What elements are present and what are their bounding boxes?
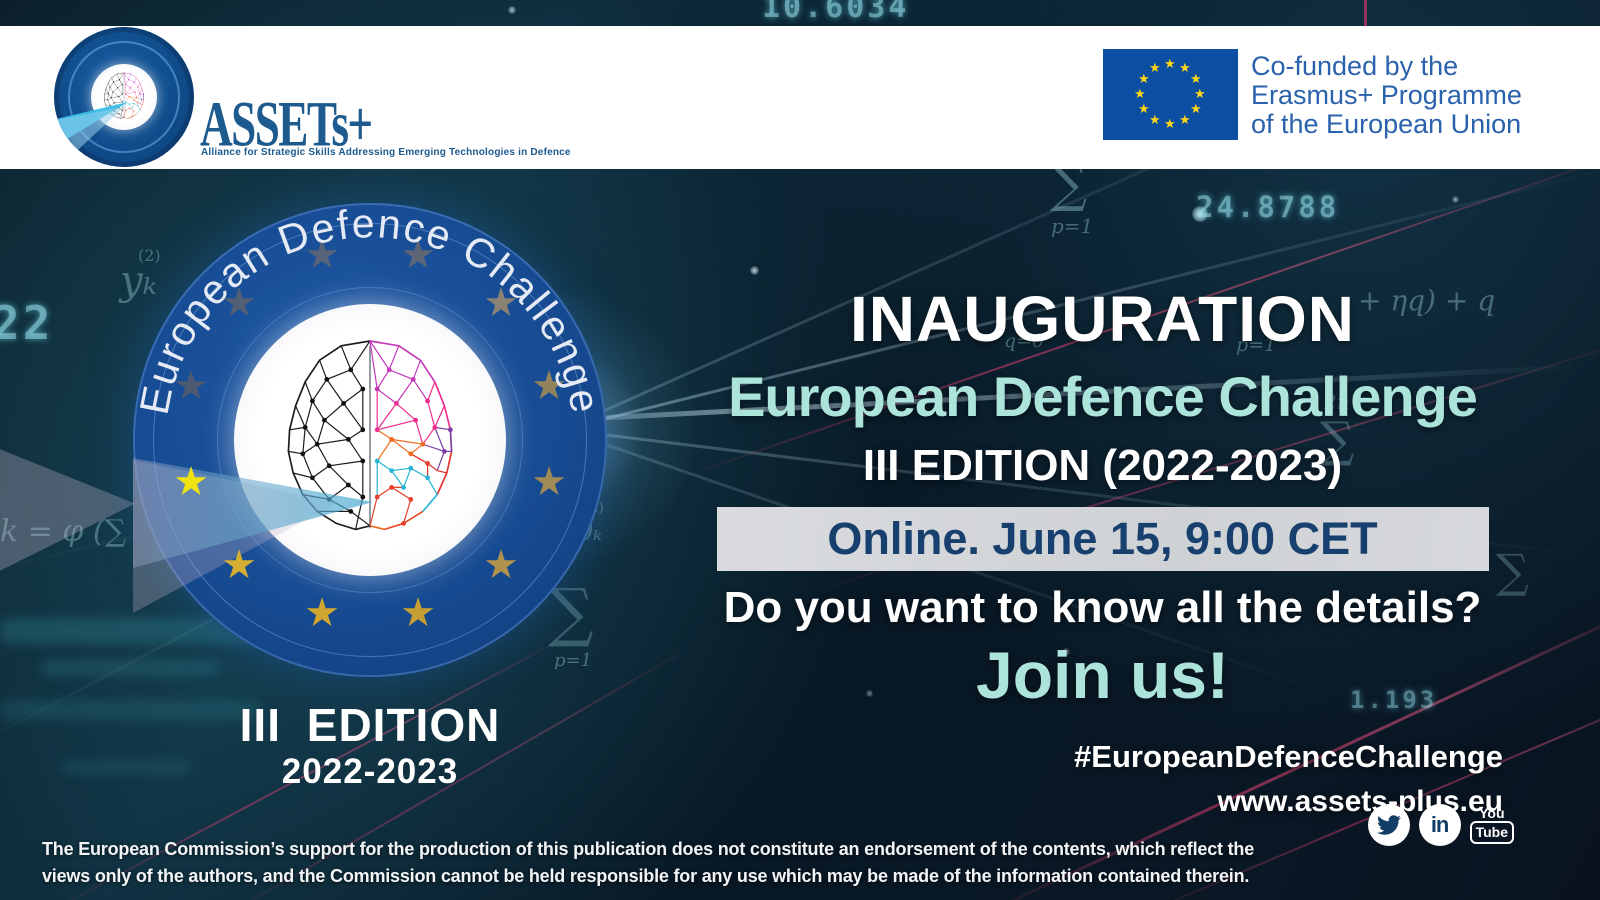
linkedin-icon: in	[1418, 804, 1461, 846]
badge-star-icon: ★	[221, 281, 257, 325]
youtube-you-label: You	[1479, 805, 1505, 821]
background-number: 22	[0, 296, 54, 350]
badge-star-icon: ★	[221, 543, 257, 587]
join-us-cta: Join us!	[975, 638, 1229, 712]
logo-beam	[54, 107, 124, 167]
schedule-bar: Online. June 15, 9:00 CET	[716, 507, 1489, 571]
glow-dot	[1452, 196, 1459, 203]
eu-funding-text: Co-funded by the Erasmus+ Programme of t…	[1251, 52, 1522, 139]
eu-star-icon: ★	[1138, 100, 1150, 116]
eu-funding-line: Co-funded by the	[1251, 51, 1459, 81]
badge-star-icon: ★	[304, 591, 340, 635]
assets-logo-icon	[54, 27, 194, 167]
eu-star-icon: ★	[1164, 55, 1176, 71]
background-number: 10.6034	[762, 0, 910, 25]
eu-star-icon: ★	[1138, 70, 1150, 86]
badge-star-icon: ★	[400, 591, 436, 635]
badge-star-icon: ★	[173, 460, 209, 504]
light-beam	[0, 449, 135, 571]
eu-star-icon: ★	[1190, 100, 1202, 116]
background-number: 24.8788	[1196, 190, 1340, 224]
social-icons: in You Tube	[1367, 804, 1514, 846]
pink-streak	[1364, 0, 1367, 26]
header-band: ASSETs+ Alliance for Strategic Skills Ad…	[0, 26, 1600, 169]
twitter-bird-glyph	[1376, 815, 1401, 835]
svg-text:European Defence Challenge: European Defence Challenge	[133, 203, 607, 418]
eu-star-icon: ★	[1134, 85, 1146, 101]
glow-dot	[1192, 206, 1208, 222]
badge-years-label: 2022-2023	[281, 752, 459, 791]
glow-dot	[508, 6, 516, 14]
youtube-tube-label: Tube	[1469, 821, 1514, 844]
eu-star-icon: ★	[1179, 59, 1191, 75]
badge-star-icon: ★	[400, 233, 436, 277]
disclaimer: The European Commission’s support for th…	[42, 836, 1372, 890]
disclaimer-line: The European Commission’s support for th…	[42, 839, 1255, 859]
linkedin-label: in	[1430, 812, 1450, 837]
challenge-badge: ★ ★ ★ ★ ★ ★ ★ ★ ★ ★ ★ ★ European Defence…	[133, 203, 607, 677]
badge-star-icon: ★	[304, 233, 340, 277]
eu-star-icon: ★	[1194, 85, 1206, 101]
disclaimer-line: views only of the authors, and the Commi…	[42, 866, 1250, 886]
badge-star-icon: ★	[173, 364, 209, 408]
brain-icon	[287, 340, 454, 531]
eu-funding-line: of the European Union	[1251, 109, 1522, 139]
eu-funding-line: Erasmus+ Programme	[1251, 80, 1522, 110]
eu-star-icon: ★	[1149, 111, 1161, 127]
details-question: Do you want to know all the details?	[723, 583, 1482, 632]
announcement-column: INAUGURATION European Defence Challenge …	[700, 272, 1505, 819]
event-subtitle: European Defence Challenge	[728, 365, 1478, 428]
assets-logo-title: ASSETs+	[200, 87, 373, 160]
eu-flag: ★ ★ ★ ★ ★ ★ ★ ★ ★ ★ ★ ★	[1103, 49, 1238, 140]
twitter-icon	[1367, 804, 1410, 846]
event-title: INAUGURATION	[850, 283, 1355, 355]
eu-star-icon: ★	[1149, 59, 1161, 75]
eu-star-icon: ★	[1179, 111, 1191, 127]
edition-line: III EDITION (2022-2023)	[862, 441, 1343, 490]
eu-star-icon: ★	[1164, 115, 1176, 131]
event-hashtag: #EuropeanDefenceChallenge	[1074, 739, 1503, 774]
badge-edition-label: III EDITION	[239, 699, 501, 751]
background-formula: p=1	[1051, 214, 1094, 238]
eu-star-icon: ★	[1190, 70, 1202, 86]
assets-logo-tagline: Alliance for Strategic Skills Addressing…	[201, 147, 571, 158]
badge-ring-text: European Defence Challenge	[133, 203, 607, 418]
badge-brain-disc	[234, 304, 506, 576]
youtube-icon: You Tube	[1469, 805, 1514, 844]
